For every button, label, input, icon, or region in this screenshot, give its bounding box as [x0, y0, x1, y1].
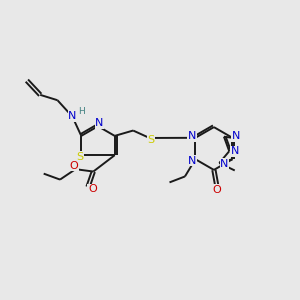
Text: O: O [69, 160, 78, 171]
Text: N: N [68, 111, 76, 121]
Text: S: S [76, 152, 83, 162]
Text: N: N [95, 118, 104, 128]
Text: N: N [188, 131, 196, 141]
Text: N: N [232, 131, 240, 141]
Text: O: O [212, 185, 221, 195]
Text: N: N [230, 146, 239, 156]
Text: O: O [88, 184, 97, 194]
Text: N: N [188, 156, 196, 166]
Text: S: S [147, 135, 155, 145]
Text: H: H [79, 107, 85, 116]
Text: N: N [220, 159, 229, 169]
